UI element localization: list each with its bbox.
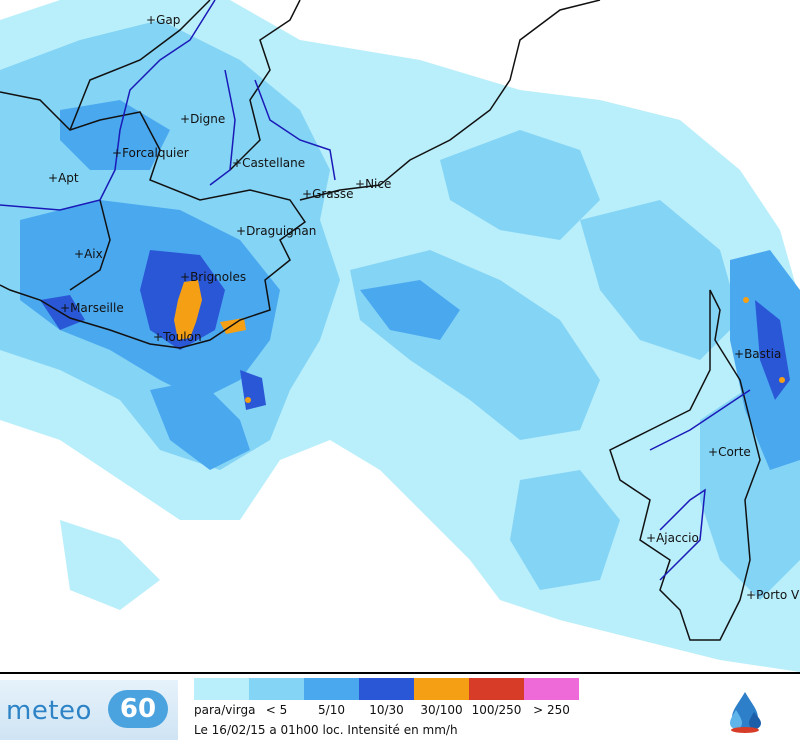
city-name: Castellane <box>242 156 306 170</box>
legend-swatch <box>469 678 524 700</box>
city-name: Toulon <box>163 330 202 344</box>
city-name: Nice <box>365 177 392 191</box>
logo-badge: 60 <box>108 690 168 728</box>
legend-swatch <box>524 678 579 700</box>
intensity-legend: para/virga < 5 5/10 10/30 30/100 100/250… <box>194 678 579 717</box>
legend-label: 5/10 <box>318 703 345 717</box>
city-marker: + <box>60 301 71 315</box>
city-marker: + <box>112 146 123 160</box>
city-label-draguignan: +Draguignan <box>236 224 316 238</box>
city-marker: + <box>153 330 164 344</box>
legend-item-lt5: < 5 <box>249 678 304 717</box>
city-name: Corte <box>718 445 751 459</box>
city-name: Digne <box>190 112 226 126</box>
city-name: Porto V <box>756 588 800 602</box>
meteo60-logo[interactable]: meteo 60 <box>0 680 178 740</box>
city-label-castellane: +Castellane <box>232 156 305 170</box>
city-name: Apt <box>58 171 79 185</box>
legend-swatch <box>414 678 469 700</box>
city-marker: + <box>74 247 85 261</box>
legend-item-5-10: 5/10 <box>304 678 359 717</box>
city-marker: + <box>302 187 313 201</box>
legend-swatch <box>194 678 249 700</box>
city-label-corte: +Corte <box>708 445 751 459</box>
logo-wordmark: meteo <box>6 696 92 726</box>
city-label-grasse: +Grasse <box>302 187 354 201</box>
legend-swatch <box>249 678 304 700</box>
city-marker: + <box>746 588 757 602</box>
city-marker: + <box>646 531 657 545</box>
city-marker: + <box>232 156 243 170</box>
city-label-ajaccio: +Ajaccio <box>646 531 699 545</box>
borders-and-coastlines <box>0 0 761 641</box>
city-label-porto-vecchio: +Porto V <box>746 588 799 602</box>
city-marker: + <box>146 13 157 27</box>
city-name: Draguignan <box>246 224 317 238</box>
legend-swatch <box>304 678 359 700</box>
city-marker: + <box>48 171 59 185</box>
legend-item-10-30: 10/30 <box>359 678 414 717</box>
legend-label: < 5 <box>265 703 288 717</box>
legend-item-30-100: 30/100 <box>414 678 469 717</box>
legend-footer: meteo 60 para/virga < 5 5/10 10/30 30/10… <box>0 672 800 745</box>
legend-label: 30/100 <box>420 703 463 717</box>
legend-item-para-virga: para/virga <box>194 678 256 717</box>
legend-label: para/virga <box>194 703 256 717</box>
water-drops-logo-icon <box>730 692 761 733</box>
city-name: Marseille <box>70 301 124 315</box>
city-label-aix: +Aix <box>74 247 103 261</box>
city-label-digne: +Digne <box>180 112 225 126</box>
city-marker: + <box>355 177 366 191</box>
city-name: Ajaccio <box>656 531 699 545</box>
city-name: Grasse <box>312 187 354 201</box>
city-label-bastia: +Bastia <box>734 347 781 361</box>
city-name: Gap <box>156 13 181 27</box>
city-name: Forcalquier <box>122 146 189 160</box>
legend-item-gt250: > 250 <box>524 678 579 717</box>
legend-label: > 250 <box>533 703 570 717</box>
city-marker: + <box>708 445 719 459</box>
legend-item-100-250: 100/250 <box>469 678 524 717</box>
city-label-toulon: +Toulon <box>153 330 202 344</box>
city-marker: + <box>734 347 745 361</box>
city-name: Aix <box>84 247 103 261</box>
radar-layer <box>0 0 800 672</box>
legend-label: 100/250 <box>471 703 522 717</box>
city-marker: + <box>180 270 191 284</box>
city-label-gap: +Gap <box>146 13 180 27</box>
city-marker: + <box>180 112 191 126</box>
legend-label: 10/30 <box>369 703 404 717</box>
city-label-brignoles: +Brignoles <box>180 270 246 284</box>
city-marker: + <box>236 224 247 238</box>
city-label-marseille: +Marseille <box>60 301 124 315</box>
precip-intense-zones <box>174 280 785 403</box>
city-label-nice: +Nice <box>355 177 391 191</box>
radar-map: +Gap +Digne +Forcalquier +Castellane +Ap… <box>0 0 800 672</box>
timestamp-caption: Le 16/02/15 a 01h00 loc. Intensité en mm… <box>194 723 458 737</box>
city-label-forcalquier: +Forcalquier <box>112 146 189 160</box>
city-name: Brignoles <box>190 270 247 284</box>
rivers <box>0 0 751 581</box>
city-label-apt: +Apt <box>48 171 79 185</box>
legend-swatch <box>359 678 414 700</box>
city-name: Bastia <box>744 347 782 361</box>
